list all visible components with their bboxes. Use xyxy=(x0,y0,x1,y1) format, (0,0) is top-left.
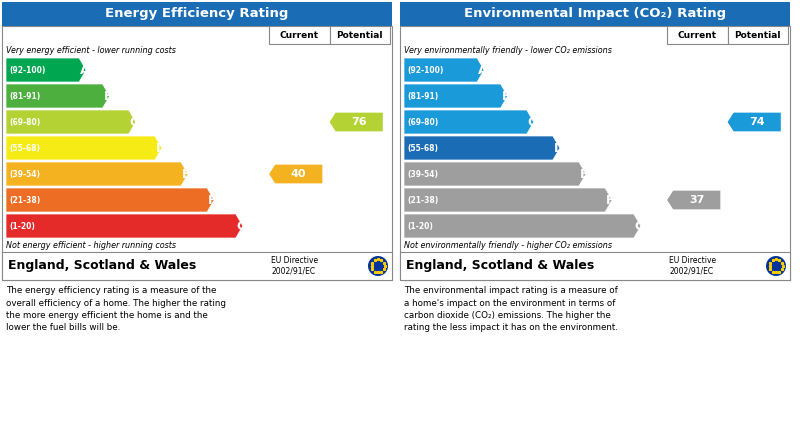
Polygon shape xyxy=(6,188,214,212)
Text: 74: 74 xyxy=(750,117,765,127)
Bar xyxy=(667,26,728,44)
Polygon shape xyxy=(6,162,188,186)
Text: (55-68): (55-68) xyxy=(9,143,40,152)
Text: Current: Current xyxy=(280,30,319,39)
Bar xyxy=(400,252,790,280)
Text: Not energy efficient - higher running costs: Not energy efficient - higher running co… xyxy=(6,241,176,250)
Text: C: C xyxy=(130,116,139,129)
Polygon shape xyxy=(404,84,508,108)
Text: The environmental impact rating is a measure of
a home's impact on the environme: The environmental impact rating is a mea… xyxy=(404,286,618,332)
Text: (69-80): (69-80) xyxy=(9,117,40,126)
Text: (81-91): (81-91) xyxy=(407,91,438,100)
Circle shape xyxy=(368,256,388,276)
Text: D: D xyxy=(156,142,166,155)
Polygon shape xyxy=(6,136,162,160)
Text: E: E xyxy=(580,168,589,181)
Text: (39-54): (39-54) xyxy=(407,169,438,178)
Text: 37: 37 xyxy=(689,195,705,205)
Text: Environmental Impact (CO₂) Rating: Environmental Impact (CO₂) Rating xyxy=(464,8,726,21)
Text: Very environmentally friendly - lower CO₂ emissions: Very environmentally friendly - lower CO… xyxy=(404,46,612,55)
Text: (55-68): (55-68) xyxy=(407,143,438,152)
Polygon shape xyxy=(404,136,560,160)
Polygon shape xyxy=(6,110,136,134)
Bar xyxy=(2,252,392,280)
Bar xyxy=(728,26,788,44)
Text: G: G xyxy=(635,220,645,233)
Polygon shape xyxy=(6,214,243,238)
Text: (92-100): (92-100) xyxy=(9,65,46,74)
Text: (1-20): (1-20) xyxy=(9,221,35,231)
Text: England, Scotland & Wales: England, Scotland & Wales xyxy=(8,259,196,272)
Polygon shape xyxy=(6,58,86,82)
Text: F: F xyxy=(208,194,217,207)
Polygon shape xyxy=(269,164,322,183)
Text: D: D xyxy=(554,142,564,155)
Text: 2002/91/EC: 2002/91/EC xyxy=(271,267,315,276)
Text: The energy efficiency rating is a measure of the
overall efficiency of a home. T: The energy efficiency rating is a measur… xyxy=(6,286,226,332)
Text: EU Directive: EU Directive xyxy=(669,256,716,266)
Bar xyxy=(269,26,330,44)
Text: Potential: Potential xyxy=(734,30,781,39)
Polygon shape xyxy=(728,112,781,131)
Polygon shape xyxy=(667,191,720,209)
Text: A: A xyxy=(478,64,488,77)
Bar xyxy=(2,2,392,26)
Text: C: C xyxy=(528,116,537,129)
Polygon shape xyxy=(330,112,382,131)
Text: G: G xyxy=(237,220,247,233)
Text: B: B xyxy=(502,90,511,103)
Bar xyxy=(330,26,390,44)
Text: (92-100): (92-100) xyxy=(407,65,443,74)
Bar xyxy=(400,2,790,26)
Text: A: A xyxy=(80,64,90,77)
Text: Potential: Potential xyxy=(337,30,383,39)
Text: 40: 40 xyxy=(291,169,306,179)
Text: (81-91): (81-91) xyxy=(9,91,40,100)
Circle shape xyxy=(766,256,786,276)
Text: Very energy efficient - lower running costs: Very energy efficient - lower running co… xyxy=(6,46,176,55)
Bar xyxy=(2,26,392,280)
Text: (39-54): (39-54) xyxy=(9,169,40,178)
Polygon shape xyxy=(6,84,110,108)
Polygon shape xyxy=(404,188,612,212)
Text: EU Directive: EU Directive xyxy=(271,256,318,266)
Polygon shape xyxy=(404,162,586,186)
Text: England, Scotland & Wales: England, Scotland & Wales xyxy=(406,259,594,272)
Bar xyxy=(400,26,790,280)
Text: 76: 76 xyxy=(351,117,367,127)
Text: (21-38): (21-38) xyxy=(9,195,40,204)
Polygon shape xyxy=(404,110,534,134)
Polygon shape xyxy=(404,214,641,238)
Text: (1-20): (1-20) xyxy=(407,221,433,231)
Text: E: E xyxy=(182,168,190,181)
Text: Energy Efficiency Rating: Energy Efficiency Rating xyxy=(106,8,289,21)
Text: Current: Current xyxy=(678,30,717,39)
Text: B: B xyxy=(104,90,113,103)
Text: (21-38): (21-38) xyxy=(407,195,438,204)
Text: (69-80): (69-80) xyxy=(407,117,438,126)
Text: 2002/91/EC: 2002/91/EC xyxy=(669,267,714,276)
Text: Not environmentally friendly - higher CO₂ emissions: Not environmentally friendly - higher CO… xyxy=(404,241,612,250)
Text: F: F xyxy=(606,194,614,207)
Polygon shape xyxy=(404,58,484,82)
